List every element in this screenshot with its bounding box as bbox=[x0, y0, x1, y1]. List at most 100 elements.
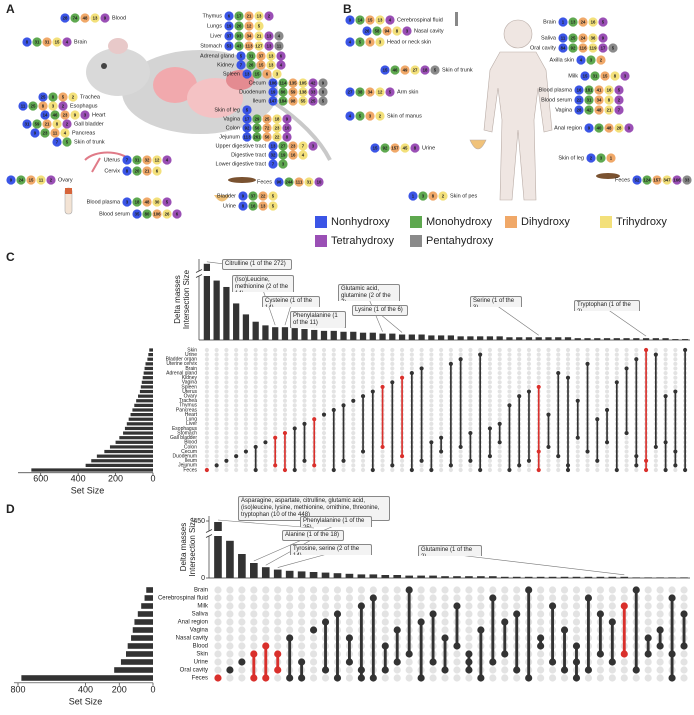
matrix-empty-dot bbox=[321, 380, 327, 385]
matrix-empty-dot bbox=[604, 384, 610, 389]
matrix-empty-dot bbox=[204, 361, 209, 366]
count-label: 3 bbox=[406, 28, 409, 33]
matrix-empty-dot bbox=[224, 366, 229, 371]
matrix-empty-dot bbox=[487, 366, 492, 371]
matrix-empty-dot bbox=[292, 384, 297, 389]
matrix-empty-dot bbox=[234, 352, 239, 357]
matrix-empty-dot bbox=[224, 440, 229, 445]
matrix-empty-dot bbox=[497, 454, 502, 459]
matrix-empty-dot bbox=[204, 366, 209, 371]
count-label: 16 bbox=[607, 87, 612, 92]
matrix-empty-dot bbox=[501, 602, 509, 610]
count-badge bbox=[224, 31, 234, 41]
matrix-empty-dot bbox=[537, 586, 545, 594]
matrix-empty-dot bbox=[497, 417, 502, 422]
count-badge bbox=[294, 177, 304, 187]
matrix-dot bbox=[224, 458, 229, 463]
tissue-label: Gall bladder bbox=[74, 121, 104, 127]
matrix-empty-dot bbox=[234, 366, 239, 371]
matrix-dot bbox=[331, 467, 336, 473]
matrix-empty-dot bbox=[517, 375, 522, 380]
tissue-label: Milk bbox=[568, 73, 578, 79]
matrix-empty-dot bbox=[238, 650, 246, 658]
callout: Phenylalanine (1 of the 11) bbox=[290, 311, 346, 328]
count-label: 8 bbox=[286, 134, 289, 139]
matrix-empty-dot bbox=[243, 454, 248, 459]
intersection-bar bbox=[398, 334, 406, 340]
matrix-empty-dot bbox=[575, 463, 580, 468]
callout-text: Glutamine (1 of the 2) bbox=[418, 545, 482, 556]
count-badge bbox=[234, 11, 244, 21]
matrix-empty-dot bbox=[656, 594, 664, 602]
matrix-empty-dot bbox=[331, 352, 336, 357]
matrix-dot bbox=[448, 361, 453, 366]
matrix-empty-dot bbox=[409, 352, 414, 357]
matrix-empty-dot bbox=[507, 361, 512, 366]
matrix-empty-dot bbox=[250, 594, 258, 602]
matrix-empty-dot bbox=[204, 357, 209, 362]
matrix-empty-dot bbox=[351, 467, 356, 473]
count-label: 15 bbox=[373, 145, 378, 150]
count-badge bbox=[420, 65, 430, 75]
set-label: Vagina bbox=[190, 628, 209, 634]
matrix-dot bbox=[360, 394, 366, 399]
matrix-dot bbox=[312, 417, 317, 422]
matrix-empty-dot bbox=[585, 352, 590, 357]
matrix-empty-dot bbox=[204, 394, 209, 399]
count-badge bbox=[60, 128, 70, 138]
matrix-dot bbox=[560, 666, 569, 674]
matrix-empty-dot bbox=[263, 407, 268, 413]
matrix-empty-dot bbox=[468, 421, 473, 426]
count-badge bbox=[318, 78, 328, 88]
count-badge bbox=[252, 123, 262, 133]
set-size-bar bbox=[145, 362, 153, 366]
count-badge bbox=[274, 41, 284, 51]
intersection-bar bbox=[662, 338, 669, 340]
callout: Serine (1 of the 3) bbox=[470, 296, 522, 307]
callout-arrow bbox=[379, 313, 403, 333]
set-label: Brain bbox=[194, 588, 208, 594]
set-label: Ovary bbox=[184, 393, 198, 399]
intersection-bar bbox=[623, 338, 630, 340]
matrix-dot bbox=[405, 650, 413, 658]
count-label: 5 bbox=[359, 113, 362, 118]
tissue-label: Uterus bbox=[104, 157, 120, 163]
matrix-empty-dot bbox=[312, 467, 317, 473]
matrix-empty-dot bbox=[604, 375, 610, 380]
count-label: 21 bbox=[257, 33, 262, 38]
count-badge bbox=[662, 175, 672, 185]
matrix-empty-dot bbox=[262, 626, 270, 634]
matrix-empty-dot bbox=[262, 610, 270, 618]
matrix-empty-dot bbox=[226, 634, 234, 642]
count-label: 124 bbox=[643, 177, 651, 182]
count-label: 31 bbox=[587, 97, 592, 102]
count-badge bbox=[375, 87, 385, 97]
matrix-dot bbox=[419, 366, 424, 371]
intersection-bar bbox=[223, 286, 230, 340]
matrix-empty-dot bbox=[302, 463, 307, 468]
matrix-empty-dot bbox=[429, 412, 434, 417]
intersection-bar bbox=[301, 329, 308, 340]
count-label: 113 bbox=[244, 134, 252, 139]
count-badge bbox=[268, 141, 278, 151]
intersection-bar bbox=[428, 335, 435, 340]
matrix-empty-dot bbox=[548, 594, 557, 602]
matrix-empty-dot bbox=[393, 602, 401, 610]
count-badge bbox=[624, 123, 634, 133]
matrix-dot bbox=[663, 394, 668, 399]
count-label: 32 bbox=[145, 157, 150, 162]
count-label: 48 bbox=[607, 125, 612, 130]
matrix-dot bbox=[393, 658, 401, 666]
count-label: 58 bbox=[375, 28, 380, 33]
matrix-empty-dot bbox=[429, 666, 437, 674]
matrix-empty-dot bbox=[497, 375, 502, 380]
count-label: 4 bbox=[580, 57, 583, 62]
matrix-dot bbox=[673, 449, 678, 454]
matrix-empty-dot bbox=[341, 371, 346, 376]
intersection-bar bbox=[262, 325, 269, 340]
matrix-dot bbox=[380, 444, 385, 449]
count-label: 26 bbox=[237, 23, 242, 28]
count-badge bbox=[132, 197, 142, 207]
matrix-empty-dot bbox=[468, 426, 473, 431]
matrix-empty-dot bbox=[357, 586, 365, 594]
